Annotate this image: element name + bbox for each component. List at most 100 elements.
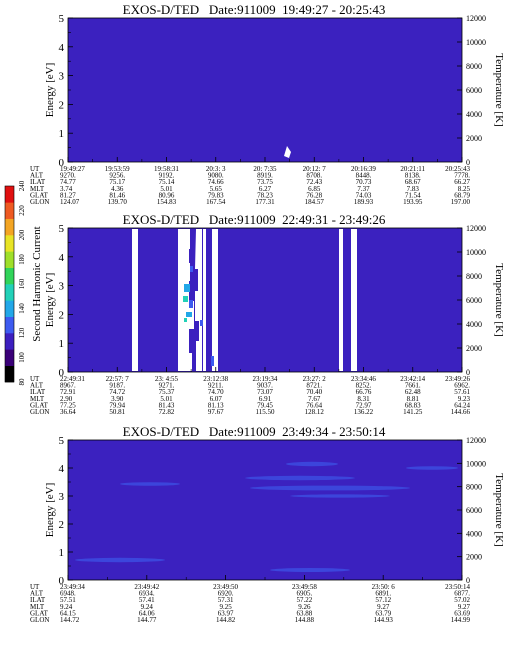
panel-3-feature — [406, 466, 458, 470]
table-cell: 23:50: 6 — [372, 583, 396, 591]
panel-3-feature — [270, 568, 350, 572]
table-row-label: ALT — [30, 590, 44, 598]
y2-tick-label: 6000 — [466, 296, 482, 305]
panel-2-ylabel: Energy [eV] — [44, 273, 56, 327]
panel-3-features — [75, 461, 458, 572]
panel-2-data-gap — [339, 229, 343, 371]
y-tick-label: 3 — [59, 71, 65, 83]
table-cell: 7.67 — [308, 395, 321, 403]
colorbar-tick-label: 140 — [18, 303, 26, 314]
table-row-label: UT — [30, 583, 40, 591]
table-cell: 6891. — [375, 590, 391, 598]
panel-2-plot-area — [68, 228, 462, 372]
panel-1-plot-area — [68, 18, 462, 162]
table-cell: 68.67 — [405, 178, 421, 186]
table-cell: 50.81 — [109, 408, 125, 416]
panel-2-feature — [184, 318, 187, 322]
table-cell: 8919. — [257, 172, 273, 180]
table-cell: 57.31 — [218, 596, 234, 604]
table-cell: 144.77 — [137, 616, 157, 624]
table-cell: 64.06 — [139, 609, 155, 617]
table-cell: 23: 4:55 — [155, 375, 179, 383]
y-tick-label: 2 — [59, 519, 65, 531]
table-cell: 20:3: 3 — [206, 165, 226, 173]
table-cell: 141.25 — [403, 408, 423, 416]
table-row-label: ALT — [30, 172, 44, 180]
table-cell: 63.79 — [375, 609, 391, 617]
table-cell: 81.46 — [109, 191, 125, 199]
table-cell: 144.72 — [60, 616, 80, 624]
table-row-label: UT — [30, 375, 40, 383]
table-row-label: GLON — [30, 408, 49, 416]
colorbar-tick-label: 120 — [18, 327, 26, 338]
table-cell: 9.26 — [298, 603, 311, 611]
colorbar-block — [5, 333, 14, 350]
table-cell: 22:57: 7 — [106, 375, 130, 383]
table-cell: 184.57 — [305, 198, 325, 206]
panel-2-y-ticks: 0 1 2 3 4 5 — [59, 223, 73, 379]
panel-3-feature — [250, 485, 410, 491]
panel-3-title: EXOS-D/TED Date:911009 23:49:34 - 23:50:… — [123, 424, 386, 439]
colorbar-tick-label: 200 — [18, 229, 26, 240]
table-cell: 144.82 — [216, 616, 236, 624]
y-tick-label: 2 — [59, 99, 65, 111]
table-cell: 72.91 — [60, 388, 76, 396]
panel-2-feature — [200, 320, 203, 326]
table-cell: 57.41 — [139, 596, 155, 604]
y2-tick-label: 12000 — [466, 436, 486, 445]
y-tick-label: 0 — [59, 367, 65, 379]
table-cell: 97.67 — [208, 408, 224, 416]
table-cell: 74.66 — [208, 178, 224, 186]
table-cell: 23:42:14 — [400, 375, 425, 383]
table-cell: 6.27 — [259, 185, 272, 193]
table-cell: 76.28 — [306, 191, 322, 199]
panel-3-ylabel: Energy [eV] — [44, 483, 56, 537]
panel-3-plot-area — [68, 440, 462, 580]
table-cell: 6905. — [297, 590, 313, 598]
colorbar: 80 100 120 140 160 180 200 220 240 Second Harmon… — [4, 180, 43, 386]
y-tick-label: 4 — [59, 463, 65, 475]
table-cell: 23:12:38 — [203, 375, 228, 383]
table-cell: 63.69 — [454, 609, 470, 617]
panel-2-feature — [190, 266, 193, 272]
table-row-label: UT — [30, 165, 40, 173]
table-cell: 7.37 — [357, 185, 370, 193]
colorbar-block — [5, 349, 14, 366]
panel-2-data-gap-region — [195, 229, 202, 371]
colorbar-block — [5, 235, 14, 252]
colorbar-block — [5, 218, 14, 236]
table-cell: 23:49:58 — [292, 583, 317, 591]
table-cell: 73.07 — [257, 388, 273, 396]
y-tick-label: 0 — [59, 157, 65, 169]
panel-3-feature — [75, 557, 165, 563]
panel-2-y2label: Temperature [K] — [493, 263, 505, 336]
panel-2-y2-ticks: 0 2000 4000 6000 8000 10000 12000 — [457, 224, 486, 377]
table-cell: 136.22 — [354, 408, 374, 416]
table-cell: 20:25:43 — [445, 165, 470, 173]
panel-2-feature — [183, 296, 188, 302]
table-cell: 8.31 — [357, 395, 370, 403]
panel-2-features — [132, 229, 357, 371]
y2-tick-label: 4000 — [466, 320, 482, 329]
panel-2: EXOS-D/TED Date:911009 22:49:31 - 23:49:… — [30, 212, 505, 416]
panel-1-x-ticks — [67, 157, 463, 162]
y2-tick-label: 0 — [466, 576, 470, 585]
panel-2-title: EXOS-D/TED Date:911009 22:49:31 - 23:49:… — [123, 212, 386, 227]
table-cell: 66.76 — [356, 388, 372, 396]
colorbar-block — [5, 365, 14, 383]
y2-tick-label: 6000 — [466, 506, 482, 515]
table-row-label: ILAT — [30, 178, 46, 186]
table-cell: 3.74 — [60, 185, 73, 193]
y2-tick-label: 8000 — [466, 272, 482, 281]
table-cell: 23:34:46 — [351, 375, 376, 383]
table-cell: 66.27 — [454, 178, 470, 186]
panel-2-feature — [184, 284, 190, 292]
colorbar-ticks: 80 100 120 140 160 180 200 220 240 — [18, 180, 26, 385]
table-row-label: GLAT — [30, 191, 49, 199]
table-cell: 7661. — [405, 382, 421, 390]
table-cell: 9270. — [60, 172, 76, 180]
table-cell: 9187. — [109, 382, 125, 390]
table-cell: 144.99 — [451, 616, 471, 624]
table-cell: 9271. — [159, 382, 175, 390]
y2-tick-label: 0 — [466, 158, 470, 167]
